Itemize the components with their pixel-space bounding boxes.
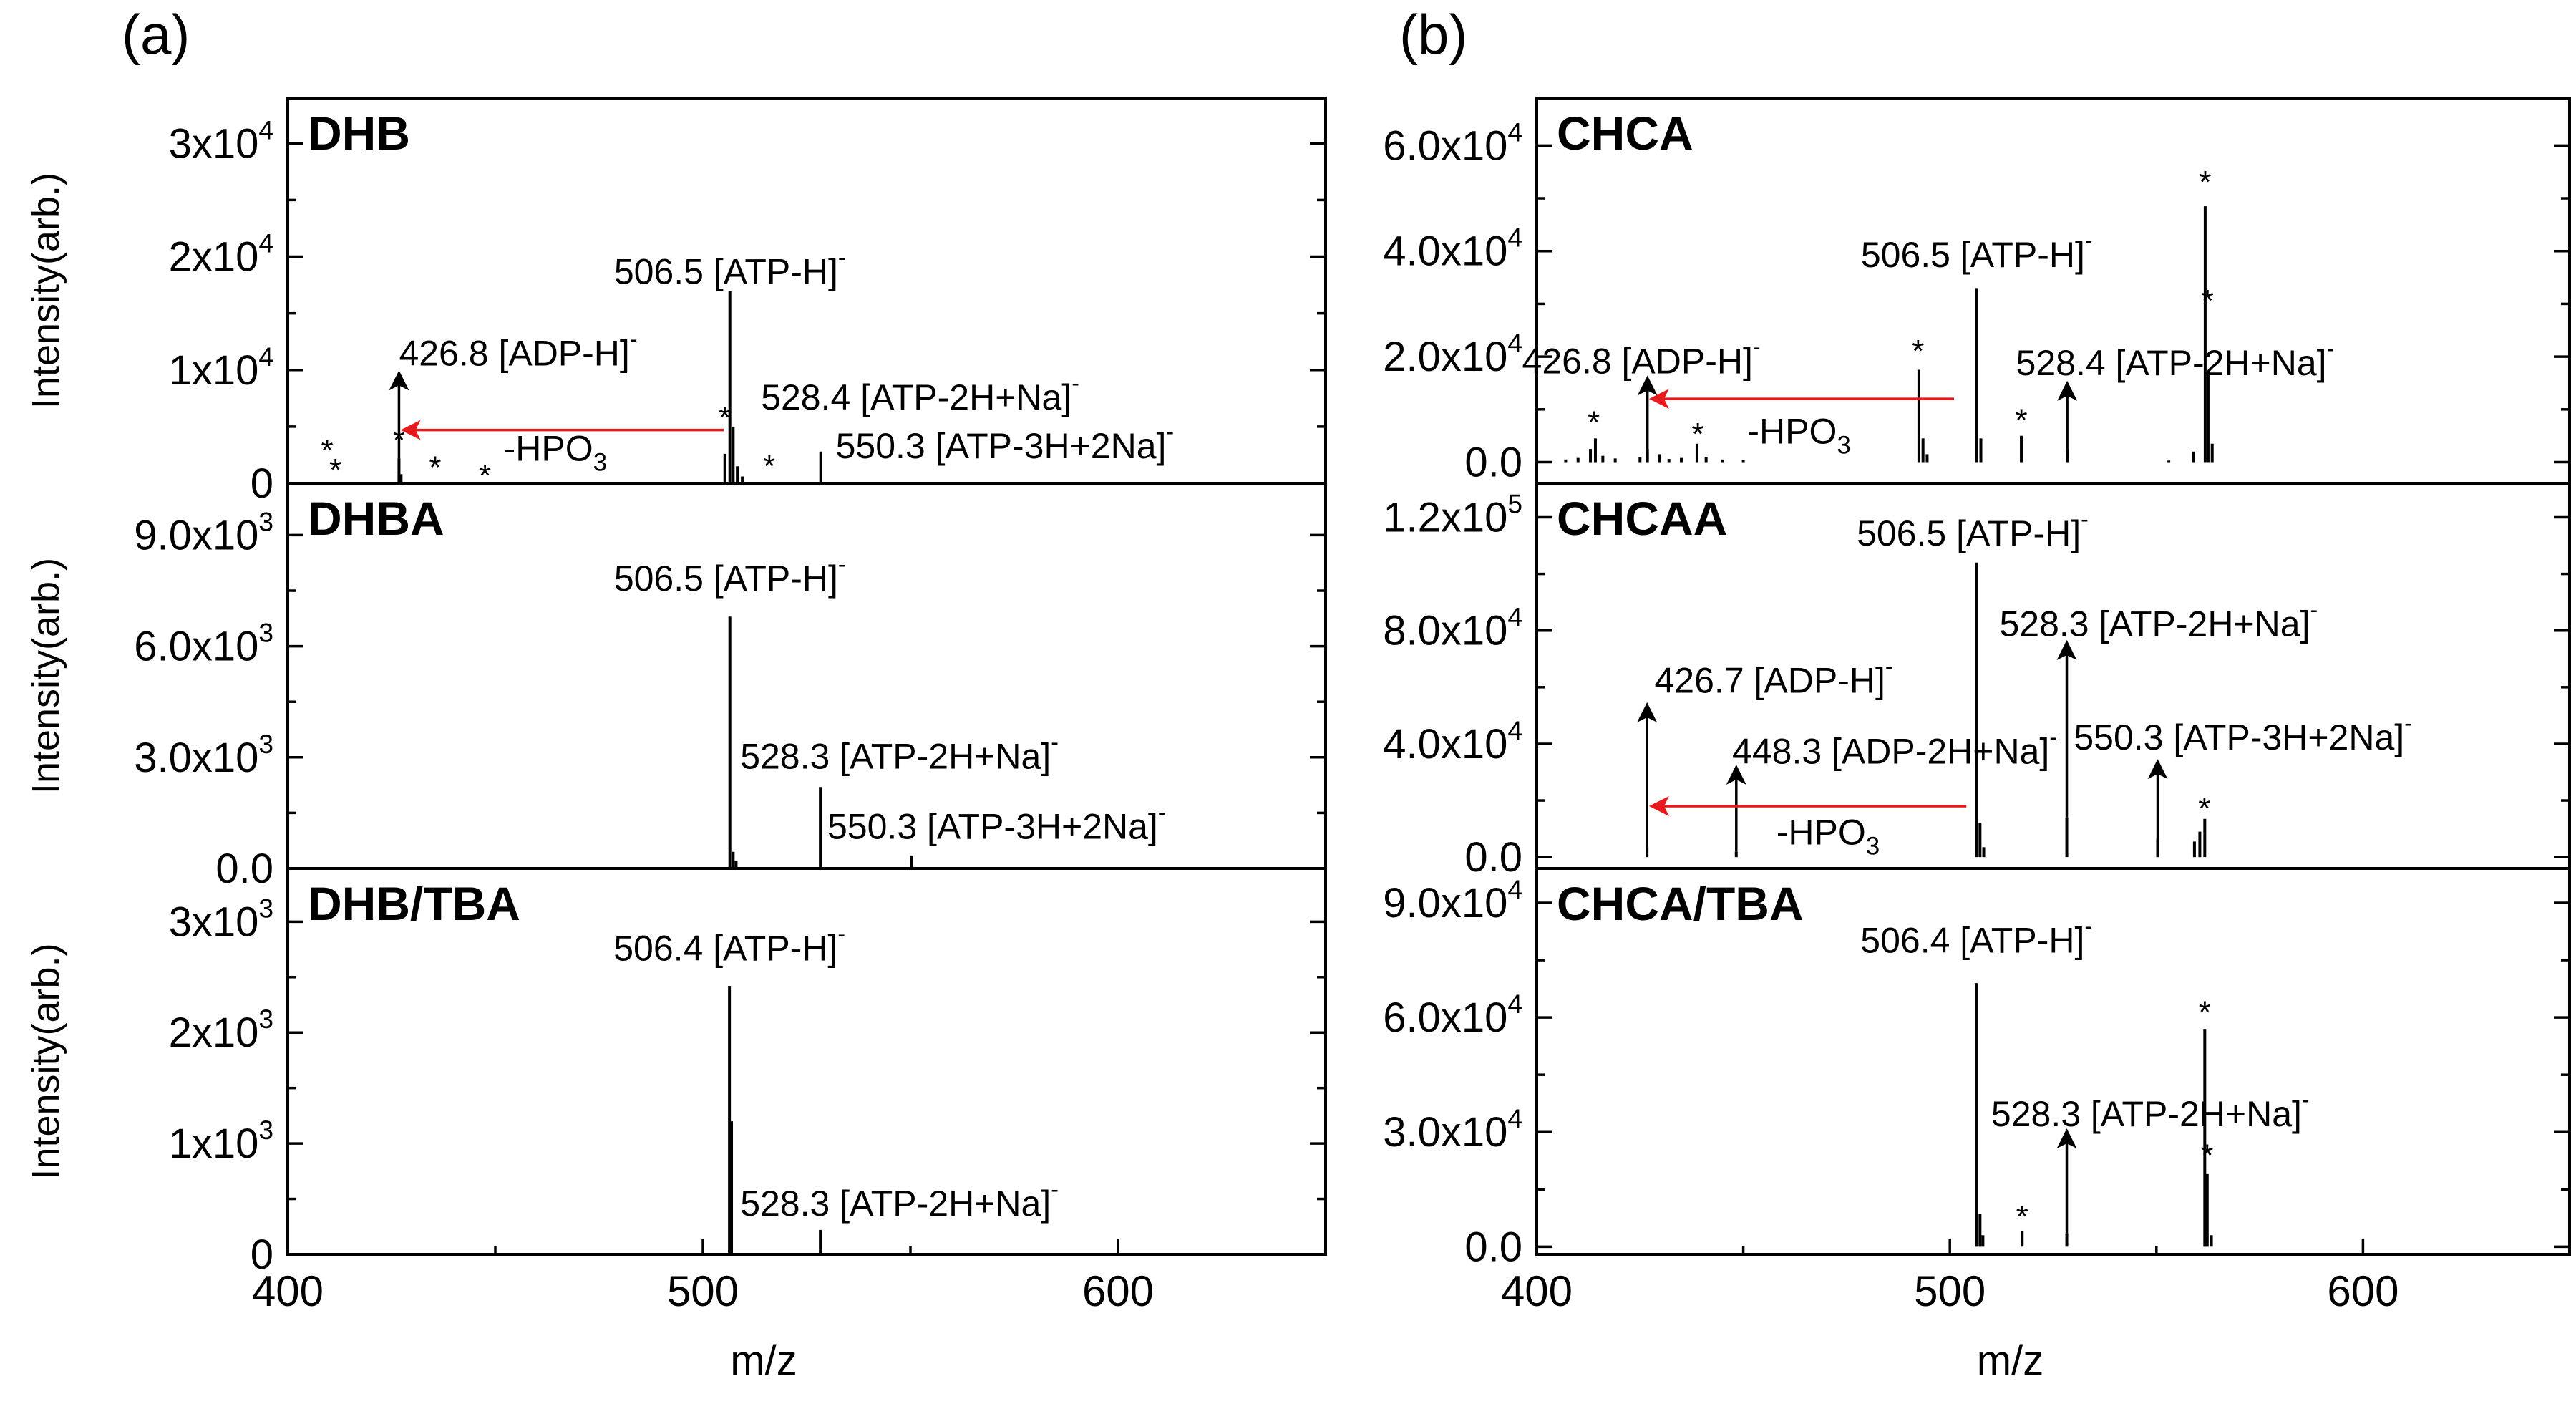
y-tick-label: 4.0x104 bbox=[1383, 223, 1522, 275]
x-tick-label: 500 bbox=[667, 1267, 739, 1315]
y-tick-label: 2.0x104 bbox=[1383, 328, 1522, 380]
peak-annotation: 528.3 [ATP-2H+Na]- bbox=[740, 1176, 1059, 1224]
plot-frame bbox=[1535, 97, 2571, 1256]
y-tick-label: 0.0 bbox=[1464, 834, 1522, 881]
panel-label-a: (a) bbox=[122, 3, 190, 66]
y-tick-label: 2x104 bbox=[169, 228, 273, 281]
y-axis-label: Intensity(arb.) bbox=[24, 558, 67, 794]
peak-star: * bbox=[2016, 1199, 2028, 1234]
y-axis-label: Intensity(arb.) bbox=[24, 173, 67, 409]
peak-annotation: -HPO3 bbox=[1777, 812, 1880, 860]
y-tick-label: 0.0 bbox=[215, 846, 273, 892]
x-tick-label: 600 bbox=[1082, 1267, 1154, 1315]
y-tick-label: 1x103 bbox=[169, 1115, 273, 1167]
peak-annotation: 528.3 [ATP-2H+Na]- bbox=[740, 729, 1059, 776]
plot-frame bbox=[286, 97, 1327, 1256]
y-tick-label: 9.0x104 bbox=[1383, 874, 1522, 926]
panel-label-b: (b) bbox=[1399, 3, 1467, 66]
panel-chcaa: 0.0 4.0x104 8.0x104 1.2x105 CHCAA * 426.7 [ADP… bbox=[1383, 482, 2570, 881]
panel-dhb-tba: 0 1x103 2x103 3x103 Intensity(arb.) DHB/TBA 50… bbox=[24, 867, 1326, 1278]
figure-b: 0.0 2.0x104 4.0x104 6.0x104 CHCA * * * * * * 426.8 … bbox=[1383, 97, 2571, 1384]
x-tick-label: 500 bbox=[1914, 1267, 1986, 1315]
peak-star: * bbox=[479, 458, 491, 493]
y-axis-label: Intensity(arb.) bbox=[24, 943, 67, 1179]
panel-title: DHB bbox=[308, 107, 410, 160]
peak-star: * bbox=[719, 400, 731, 435]
x-axis-label: m/z bbox=[1977, 1337, 2043, 1384]
panel-title: CHCA/TBA bbox=[1557, 877, 1804, 930]
y-tick-label: 1x104 bbox=[169, 342, 273, 394]
panel-title: DHB/TBA bbox=[308, 877, 520, 930]
peak-annotation: 426.8 [ADP-H]- bbox=[1522, 334, 1761, 382]
peak-annotation: 426.7 [ADP-H]- bbox=[1655, 654, 1893, 701]
y-tick-label: 0 bbox=[251, 460, 273, 507]
panel-chca: 0.0 2.0x104 4.0x104 6.0x104 CHCA * * * * * * 426.8 … bbox=[1383, 107, 2570, 486]
y-tick-label: 3.0x103 bbox=[134, 729, 273, 781]
peak-annotation: 550.3 [ATP-3H+2Na]- bbox=[836, 419, 1174, 466]
peak-annotation: -HPO3 bbox=[1747, 412, 1850, 460]
peak-star: * bbox=[2202, 284, 2214, 319]
peak-star: * bbox=[329, 452, 341, 488]
peak-star: * bbox=[1692, 417, 1704, 452]
panel-chca-tba: 0.0 3.0x104 6.0x104 9.0x104 CHCA/TBA * * * 506.4… bbox=[1383, 867, 2570, 1270]
peak-annotation: 506.4 [ATP-H]- bbox=[613, 921, 845, 969]
peak-annotation: -HPO3 bbox=[504, 428, 607, 476]
peak-star: * bbox=[321, 433, 334, 468]
y-tick-label: 0.0 bbox=[1464, 440, 1522, 486]
panel-dhba: 0.0 3.0x103 6.0x103 9.0x103 Intensity(arb.) D… bbox=[24, 482, 1326, 892]
peak-annotation: 550.3 [ATP-3H+2Na]- bbox=[2074, 710, 2411, 757]
peak-star: * bbox=[1588, 405, 1600, 440]
y-tick-label: 6.0x104 bbox=[1383, 989, 1522, 1041]
panel-title: DHBA bbox=[308, 492, 444, 545]
peak-star: * bbox=[393, 423, 405, 458]
peak-star: * bbox=[2015, 403, 2027, 438]
y-tick-label: 3x103 bbox=[169, 893, 273, 945]
peak-star: * bbox=[2199, 165, 2211, 200]
x-tick-label: 400 bbox=[1501, 1267, 1573, 1315]
peak-star: * bbox=[1912, 334, 1924, 369]
peak-annotation: 426.8 [ADP-H]- bbox=[399, 326, 637, 373]
y-tick-label: 3.0x104 bbox=[1383, 1103, 1522, 1156]
y-tick-label: 9.0x103 bbox=[134, 506, 273, 558]
peak-star: * bbox=[2201, 1138, 2213, 1173]
peak-annotation: 550.3 [ATP-3H+2Na]- bbox=[827, 800, 1165, 847]
peak-annotation: 506.5 [ATP-H]- bbox=[614, 551, 846, 599]
y-tick-label: 3x104 bbox=[169, 115, 273, 167]
peak-annotation: 528.4 [ATP-2H+Na]- bbox=[2016, 336, 2335, 383]
panel-title: CHCAA bbox=[1557, 492, 1727, 545]
x-tick-label: 600 bbox=[2327, 1267, 2398, 1315]
y-tick-label: 1.2x105 bbox=[1383, 488, 1522, 541]
peak-annotation: 448.3 [ADP-2H+Na]- bbox=[1732, 725, 2057, 772]
peak-annotation: 528.3 [ATP-2H+Na]- bbox=[1999, 597, 2318, 644]
peak-star: * bbox=[2199, 994, 2211, 1030]
y-tick-label: 4.0x104 bbox=[1383, 715, 1522, 768]
peak-star: * bbox=[763, 449, 775, 484]
peak-annotation: 506.5 [ATP-H]- bbox=[1857, 506, 2089, 553]
panel-title: CHCA bbox=[1557, 107, 1693, 160]
peak-star: * bbox=[429, 450, 441, 485]
peak-annotation: 528.3 [ATP-2H+Na]- bbox=[1991, 1087, 2310, 1134]
peak-annotation: 528.4 [ATP-2H+Na]- bbox=[761, 370, 1079, 417]
y-tick-label: 2x103 bbox=[169, 1004, 273, 1056]
y-tick-label: 8.0x104 bbox=[1383, 602, 1522, 654]
y-tick-label: 0.0 bbox=[1464, 1224, 1522, 1270]
y-tick-label: 6.0x103 bbox=[134, 618, 273, 670]
peak-annotation: 506.5 [ATP-H]- bbox=[614, 245, 846, 292]
peak-annotation: 506.5 [ATP-H]- bbox=[1861, 228, 2093, 275]
peak-annotation: 506.4 [ATP-H]- bbox=[1860, 913, 2092, 960]
y-tick-label: 0 bbox=[251, 1231, 273, 1278]
y-tick-label: 6.0x104 bbox=[1383, 117, 1522, 169]
x-tick-label: 400 bbox=[252, 1267, 324, 1315]
peak-star: * bbox=[2198, 791, 2210, 826]
x-axis-label: m/z bbox=[730, 1337, 797, 1384]
